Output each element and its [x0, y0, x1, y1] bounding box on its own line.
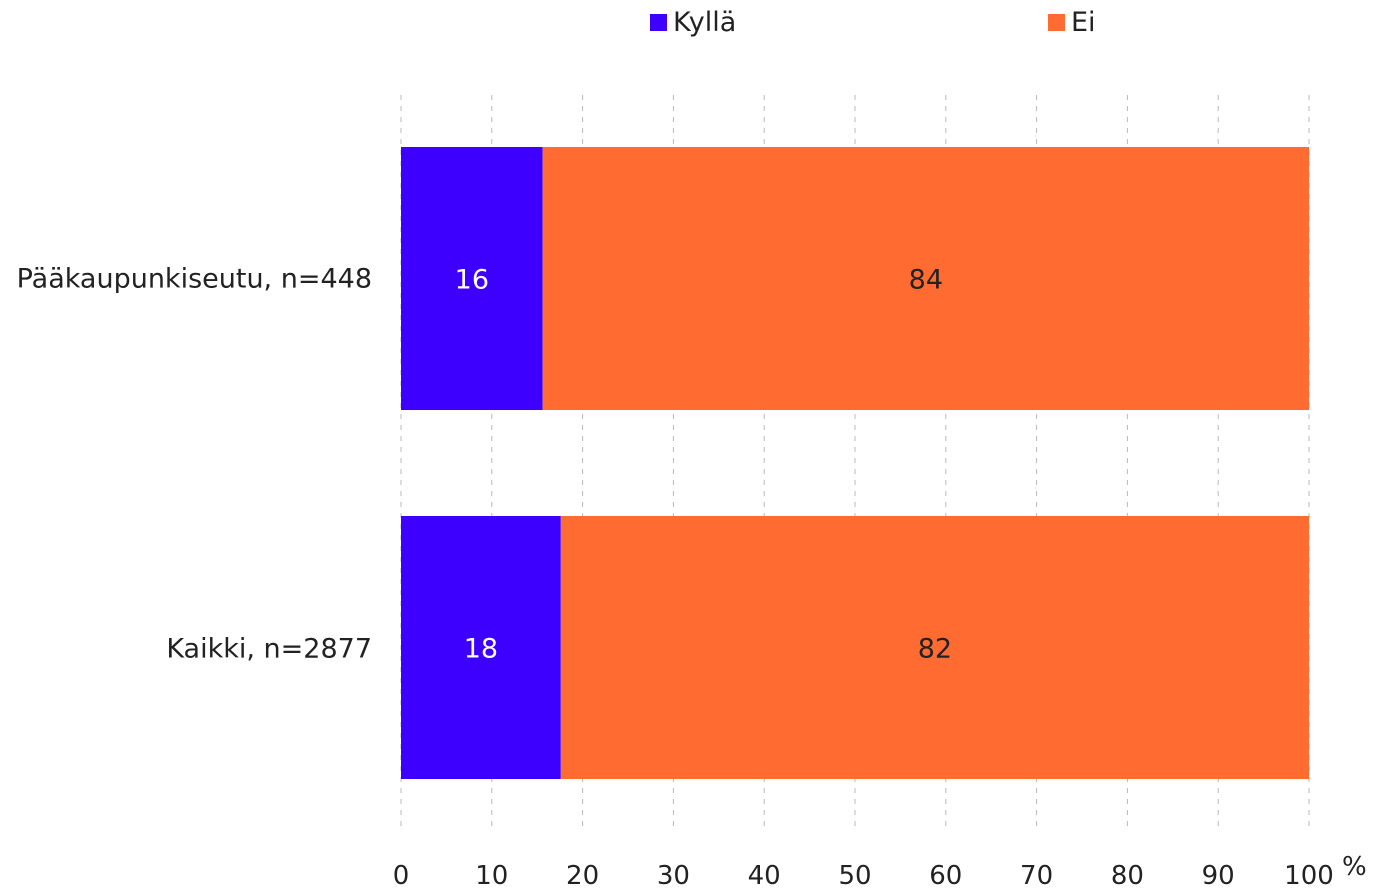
data-label-ei-1: 82 [918, 634, 952, 665]
legend-label-ei: Ei [1071, 6, 1096, 38]
category-label-paakaupunkiseutu: Pääkaupunkiseutu, n=448 [16, 263, 372, 295]
x-tick-label-30: 30 [657, 861, 690, 889]
legend-label-kylla: Kyllä [673, 6, 737, 38]
category-label-kaikki: Kaikki, n=2877 [166, 633, 372, 665]
data-label-ei-0: 84 [909, 265, 943, 296]
data-label-kylla-0: 16 [455, 265, 489, 296]
legend-swatch-ei [1048, 13, 1065, 31]
x-tick-label-70: 70 [1020, 861, 1053, 889]
x-axis-unit-label: % [1342, 852, 1367, 882]
x-tick-label-60: 60 [929, 861, 962, 889]
data-label-kylla-1: 18 [464, 634, 498, 665]
x-tick-label-80: 80 [1111, 861, 1144, 889]
x-tick-label-90: 90 [1202, 861, 1235, 889]
x-tick-label-10: 10 [475, 861, 508, 889]
bar-ei-1 [560, 516, 1309, 779]
legend-swatch-kylla [650, 13, 667, 31]
x-tick-label-0: 0 [393, 861, 410, 889]
x-tick-label-50: 50 [838, 861, 871, 889]
bar-kylla-1 [401, 516, 561, 779]
bars: 16 84 18 82 [401, 147, 1309, 779]
bar-kylla-0 [401, 147, 543, 410]
x-axis-ticks: 0 10 20 30 40 50 60 70 80 90 100 [393, 861, 1334, 889]
legend-item-kylla: Kyllä [650, 4, 736, 40]
x-tick-label-40: 40 [748, 861, 781, 889]
bar-ei-0 [542, 147, 1309, 410]
x-tick-label-20: 20 [566, 861, 599, 889]
legend-item-ei: Ei [1048, 4, 1096, 40]
x-tick-label-100: 100 [1284, 861, 1334, 889]
